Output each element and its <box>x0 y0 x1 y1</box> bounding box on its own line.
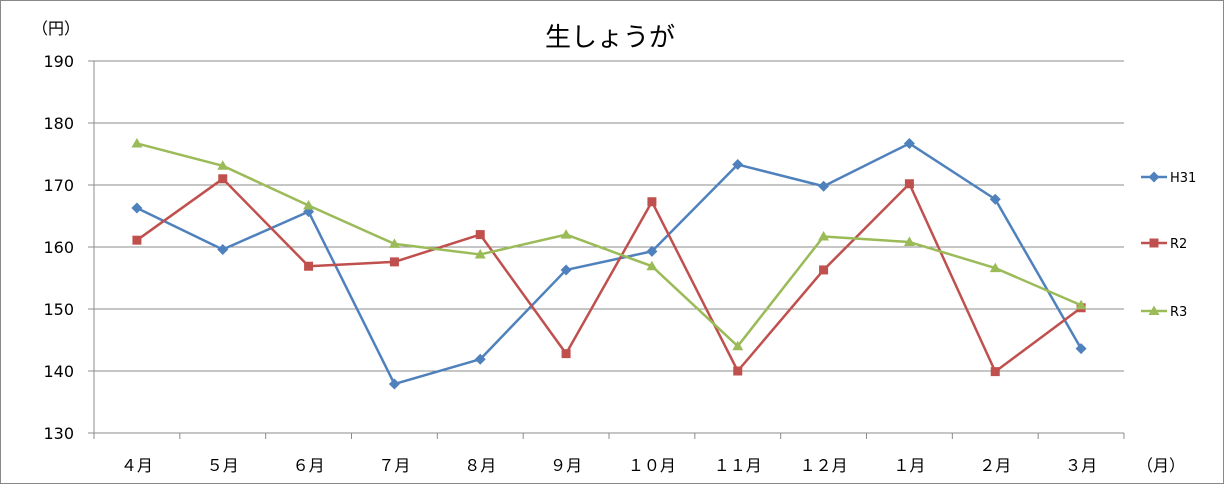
data-point <box>647 197 657 207</box>
series-line <box>136 177 1082 373</box>
legend-item-h31: H31 <box>1141 171 1196 186</box>
x-tick-label: ６月 <box>293 456 325 475</box>
data-point <box>218 174 228 184</box>
data-point <box>1075 343 1087 355</box>
x-tick-label: ８月 <box>464 456 496 475</box>
legend-label: R2 <box>1170 237 1187 252</box>
legend-item-r2: R2 <box>1141 237 1187 252</box>
data-point <box>1075 299 1087 310</box>
data-point <box>217 160 229 170</box>
x-tick-label: １２月 <box>800 456 848 475</box>
series-group <box>131 137 1087 390</box>
data-point <box>819 265 829 275</box>
y-tick-label: 170 <box>43 176 74 195</box>
x-tick-label: ５月 <box>207 456 239 475</box>
data-point <box>388 378 400 390</box>
x-tick-label: １月 <box>893 456 925 475</box>
data-point <box>818 230 830 241</box>
y-tick-label: 160 <box>43 238 74 257</box>
data-point <box>475 230 485 240</box>
gridlines <box>88 60 1124 434</box>
data-point <box>474 248 486 259</box>
legend: H31 R2 R3 <box>1141 171 1196 320</box>
chart-title: 生しょうが <box>545 23 675 53</box>
legend-marker <box>1149 238 1159 248</box>
x-axis-unit-label: （月） <box>1137 456 1185 475</box>
legend-marker <box>1148 171 1160 183</box>
data-point <box>560 264 572 276</box>
data-point <box>989 193 1001 205</box>
data-point <box>646 260 658 271</box>
x-tick-label: １０月 <box>628 456 676 475</box>
data-point <box>646 245 658 257</box>
x-tick-labels: ４月 ５月 ６月 ７月 ８月 ９月 １０月 １１月 １２月 １月 ２月 ３月 <box>121 456 1097 475</box>
data-point <box>903 236 915 247</box>
data-point <box>560 229 572 239</box>
y-tick-labels: 130 140 150 160 170 180 190 <box>43 52 74 443</box>
data-point <box>303 199 315 210</box>
data-point <box>732 159 744 171</box>
series-line <box>136 142 1082 348</box>
x-tick-label: ３月 <box>1065 456 1097 475</box>
y-tick-label: 130 <box>43 424 74 443</box>
data-point <box>904 179 914 189</box>
data-point <box>818 180 830 192</box>
data-point <box>389 257 399 267</box>
data-point <box>132 235 142 245</box>
legend-label: R3 <box>1170 305 1187 320</box>
data-point <box>903 137 915 149</box>
series-r3 <box>131 137 1087 351</box>
legend-marker <box>1148 305 1160 315</box>
data-point <box>304 261 314 271</box>
x-tick-label: ７月 <box>378 456 410 475</box>
data-point <box>732 340 744 351</box>
x-tick-label: ４月 <box>121 456 153 475</box>
data-point <box>561 349 571 359</box>
axes <box>93 61 1125 439</box>
y-axis-unit-label: （円） <box>32 19 80 38</box>
y-tick-label: 190 <box>43 52 74 71</box>
data-point <box>989 262 1001 273</box>
y-tick-label: 180 <box>43 114 74 133</box>
data-point <box>131 202 143 214</box>
data-point <box>388 238 400 248</box>
x-tick-label: １１月 <box>714 456 762 475</box>
series-h31 <box>131 137 1087 390</box>
series-line <box>136 142 1083 386</box>
y-tick-label: 140 <box>43 362 74 381</box>
legend-item-r3: R3 <box>1141 305 1187 320</box>
data-point <box>217 243 229 255</box>
data-point <box>733 366 743 376</box>
legend-label: H31 <box>1170 171 1196 186</box>
x-tick-label: ２月 <box>979 456 1011 475</box>
data-point <box>131 137 143 148</box>
series-r2 <box>132 174 1086 377</box>
y-tick-label: 150 <box>43 300 74 319</box>
x-tick-label: ９月 <box>550 456 582 475</box>
data-point <box>474 353 486 365</box>
data-point <box>990 367 1000 377</box>
